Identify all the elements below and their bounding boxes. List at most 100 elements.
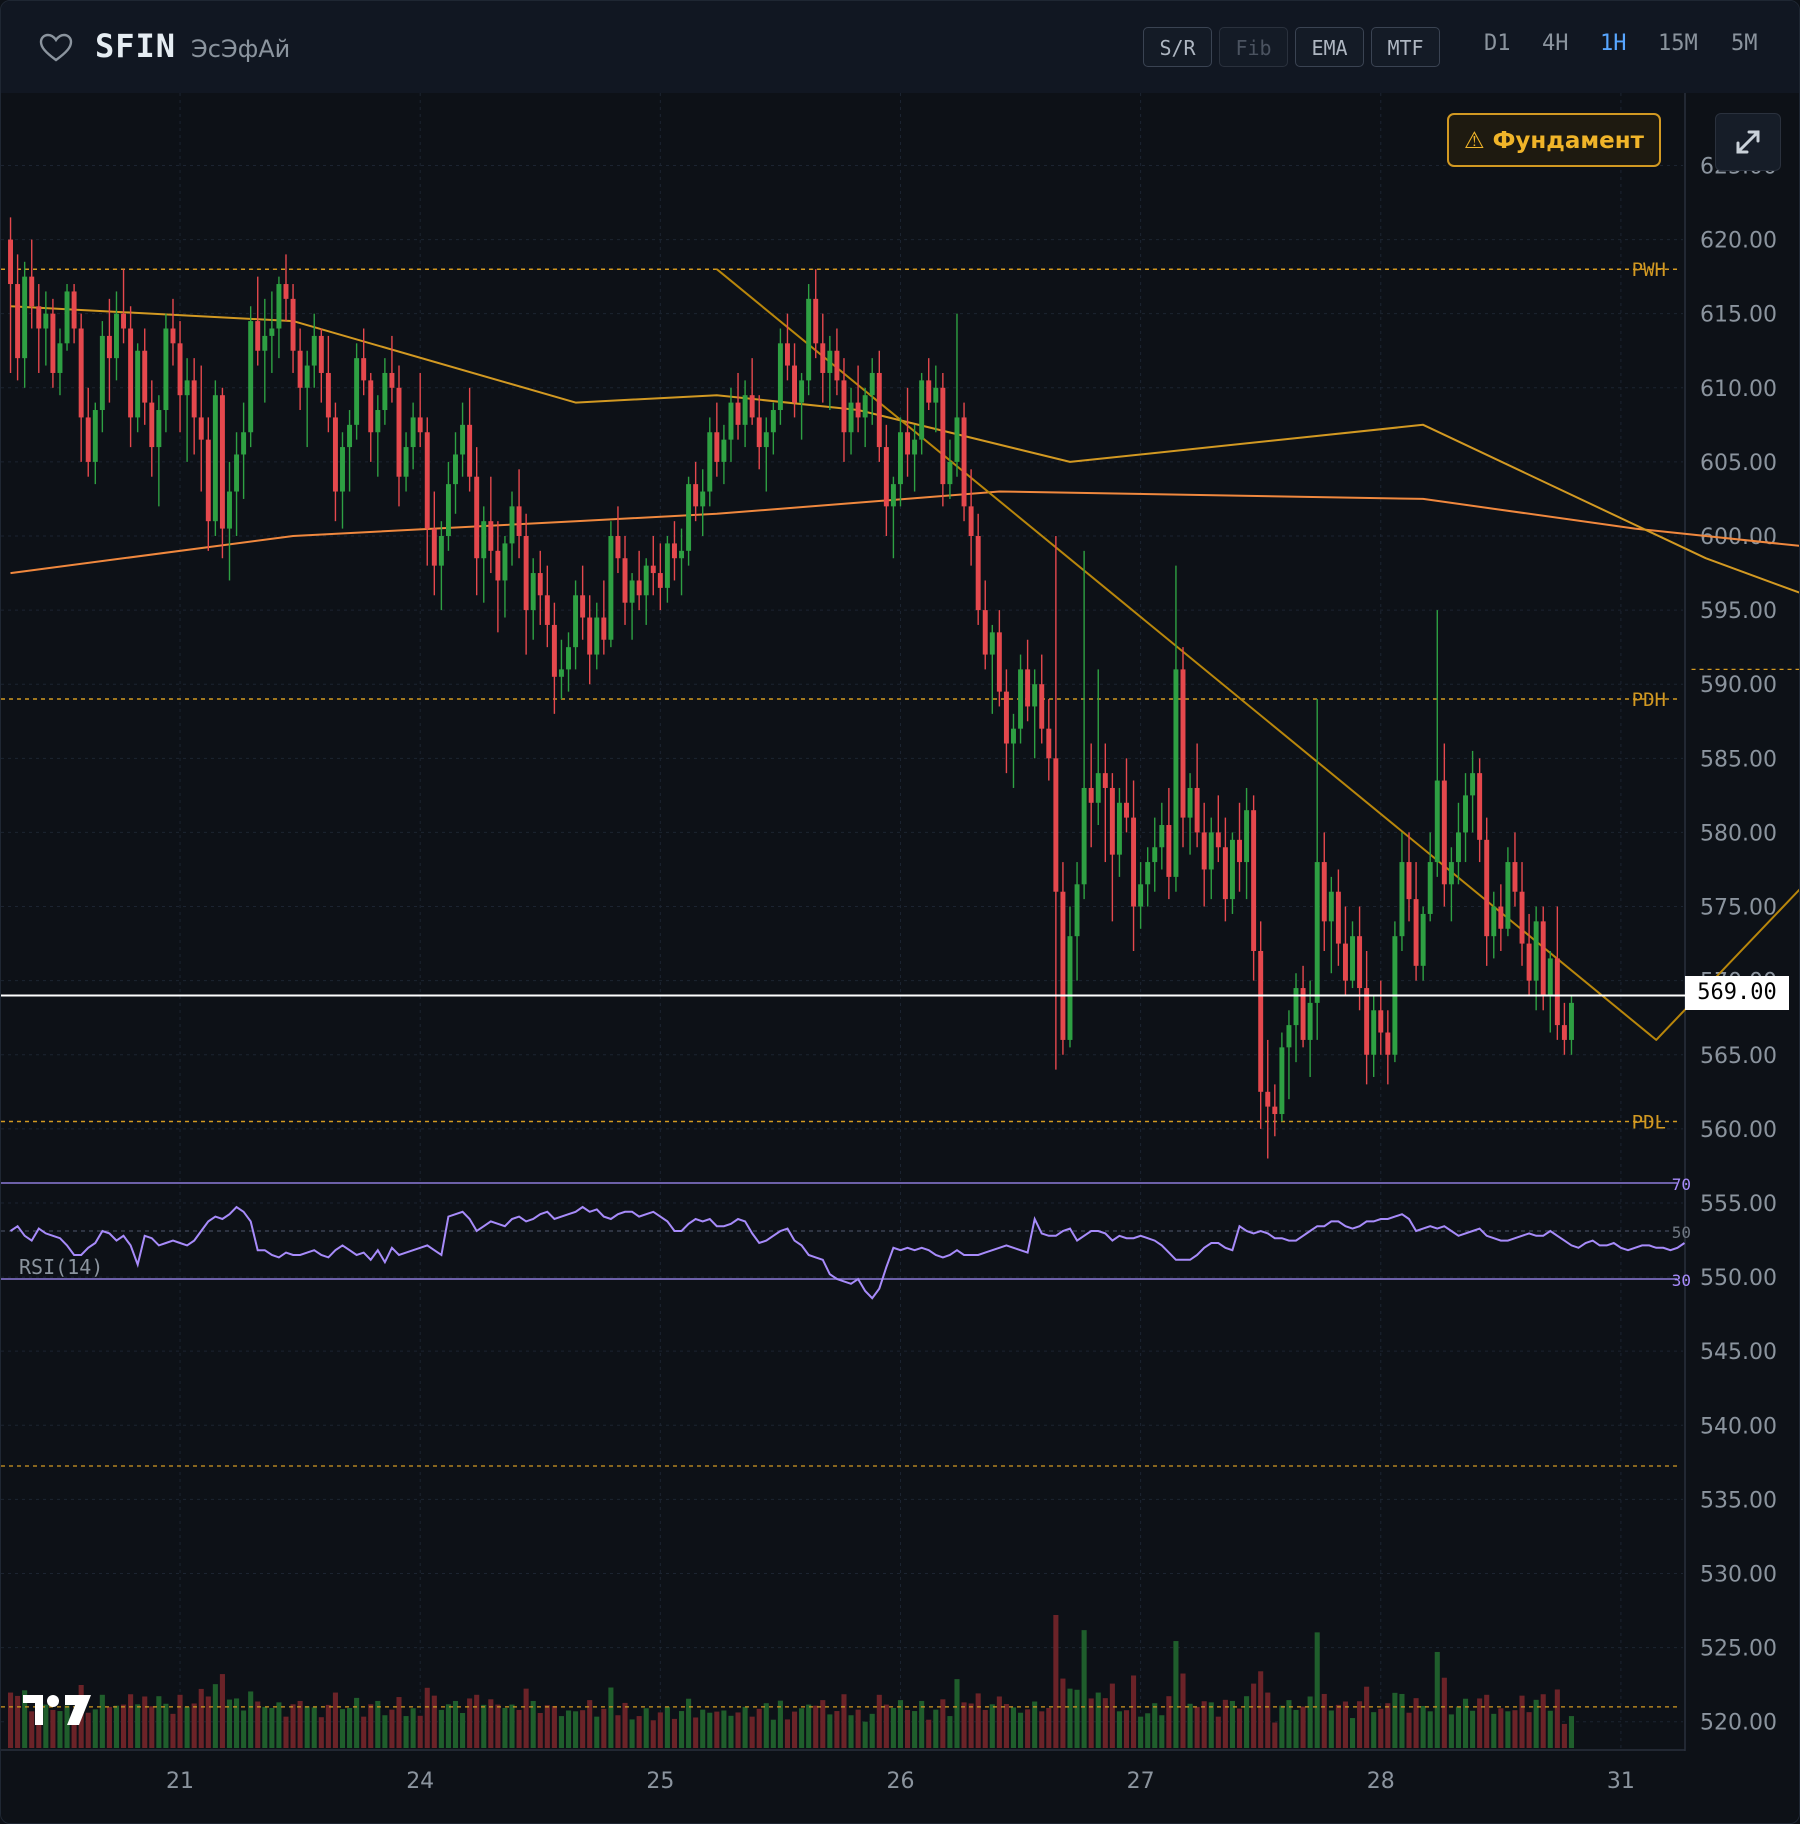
volume-bar: [431, 1695, 437, 1748]
candle-body: [403, 447, 409, 477]
timeframe-d1[interactable]: D1: [1484, 31, 1511, 56]
candle-body: [1434, 780, 1440, 863]
volume-bar: [149, 1706, 155, 1748]
candle-body: [318, 335, 324, 373]
candle-body: [170, 328, 176, 344]
heart-icon[interactable]: [39, 33, 73, 63]
candle-body: [876, 372, 882, 448]
candle-body: [78, 328, 84, 418]
sr-toggle-button[interactable]: S/R: [1143, 27, 1212, 67]
volume-bar: [1413, 1698, 1419, 1748]
volume-bar: [318, 1717, 324, 1748]
timeframe-5m[interactable]: 5M: [1731, 31, 1758, 56]
candle-body: [1208, 832, 1214, 870]
mtf-toggle-button[interactable]: MTF: [1371, 27, 1440, 67]
fundament-badge[interactable]: ⚠ Фундамент: [1447, 113, 1661, 167]
volume-bar: [544, 1705, 550, 1748]
candle: [1088, 743, 1094, 848]
candle: [276, 276, 282, 359]
candle-body: [1138, 884, 1144, 907]
candle: [876, 350, 882, 462]
volume-bar: [1505, 1711, 1511, 1748]
candle: [947, 439, 953, 499]
volume-bar: [777, 1700, 783, 1748]
candle: [763, 417, 769, 492]
candle: [862, 387, 868, 448]
volume-bar: [735, 1712, 741, 1748]
volume-bar: [537, 1713, 543, 1748]
candle: [1067, 906, 1073, 1048]
volume-bar: [1357, 1701, 1363, 1748]
candle-body: [770, 410, 776, 433]
volume-bar: [177, 1694, 183, 1748]
volume-bar: [311, 1707, 317, 1748]
candle: [919, 372, 925, 455]
volume-bar: [1025, 1709, 1031, 1748]
candle: [184, 358, 190, 462]
candle-body: [551, 624, 557, 677]
volume-bar: [1335, 1704, 1341, 1748]
volume-bar: [904, 1709, 911, 1748]
price-tick-label: 575.00: [1700, 896, 1777, 921]
candle: [1244, 787, 1250, 900]
candle: [1102, 743, 1108, 863]
candle: [304, 350, 310, 448]
volume-bar: [1371, 1712, 1377, 1748]
volume-bar: [1427, 1711, 1433, 1748]
volume-bar: [1526, 1712, 1532, 1748]
candle: [1159, 802, 1165, 870]
volume-bar: [1251, 1683, 1257, 1748]
expand-button[interactable]: [1715, 113, 1781, 171]
volume-bar: [1039, 1711, 1045, 1748]
candle-body: [622, 558, 628, 603]
candle-body: [375, 410, 381, 433]
candle: [1561, 1002, 1567, 1055]
candle-body: [523, 536, 529, 611]
timeframe-4h[interactable]: 4H: [1542, 31, 1569, 56]
volume-bar: [1477, 1698, 1483, 1748]
candle: [1335, 869, 1341, 966]
level-label: PDH: [1632, 689, 1666, 711]
volume-bar: [92, 1709, 98, 1748]
timeframe-1h[interactable]: 1H: [1600, 31, 1627, 56]
candle-body: [1159, 825, 1165, 848]
company-name: ЭсЭфАй: [191, 35, 291, 63]
volume-bar: [629, 1719, 635, 1748]
volume-bar: [1420, 1706, 1426, 1748]
candle: [1314, 699, 1320, 1040]
volume-bar: [191, 1703, 197, 1748]
candle-body: [1470, 773, 1476, 796]
candle-body: [1441, 780, 1447, 885]
candle-body: [714, 432, 720, 462]
candle: [1265, 1039, 1271, 1159]
candle: [1272, 1084, 1278, 1137]
volume-bar: [1145, 1713, 1151, 1748]
volume-bar: [198, 1688, 204, 1748]
volume-bar: [219, 1674, 225, 1748]
candle: [354, 343, 360, 440]
candle-body: [763, 432, 769, 448]
ema-slow-line: [10, 490, 1799, 575]
candle: [191, 358, 197, 455]
volume-bar: [664, 1706, 670, 1748]
candle-body: [1088, 787, 1094, 803]
timeframe-15m[interactable]: 15M: [1658, 31, 1698, 56]
candle: [57, 328, 63, 396]
candle: [841, 358, 847, 462]
candle: [375, 395, 381, 477]
candle-body: [445, 484, 451, 536]
candle: [537, 550, 543, 625]
candle-body: [234, 454, 240, 492]
volume-bar: [876, 1694, 882, 1748]
level-label: PDL: [1632, 1111, 1666, 1133]
ema-toggle-button[interactable]: EMA: [1295, 27, 1364, 67]
price-tick-label: 560.00: [1700, 1118, 1777, 1143]
candle-body: [1378, 1010, 1384, 1033]
candle: [594, 602, 600, 670]
candle: [1095, 669, 1101, 826]
price-chart[interactable]: 625.00620.00615.00610.00605.00600.00595.…: [1, 93, 1800, 1824]
volume-bar: [269, 1707, 275, 1748]
fib-toggle-button[interactable]: Fib: [1219, 27, 1288, 67]
candle: [1477, 758, 1483, 863]
candle-body: [1561, 1025, 1567, 1040]
